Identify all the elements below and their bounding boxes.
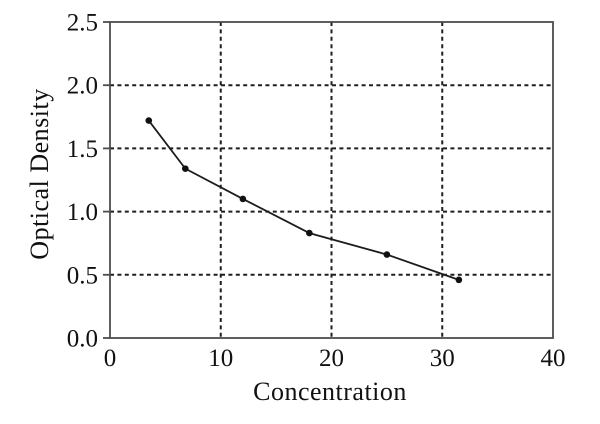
data-point <box>306 229 313 237</box>
data-point <box>455 276 463 284</box>
data-point <box>383 251 391 258</box>
x-tick-label: 30 <box>430 345 455 372</box>
x-tick-label: 0 <box>104 345 117 372</box>
data-point <box>182 165 189 172</box>
plot-border <box>109 21 554 339</box>
y-tick-label: 2.5 <box>67 10 98 37</box>
data-point <box>239 195 247 203</box>
y-tick-label: 0.5 <box>67 262 98 289</box>
x-tick-label: 40 <box>541 345 566 372</box>
x-tick-label: 20 <box>319 345 344 372</box>
y-tick-label: 1.5 <box>67 136 98 163</box>
y-tick-label: 2.0 <box>67 73 98 100</box>
y-tick-label: 1.0 <box>67 199 98 226</box>
data-line <box>148 120 460 281</box>
x-axis-title: Concentration <box>253 377 407 406</box>
y-axis-title: Optical Density <box>25 88 54 260</box>
x-tick-label: 10 <box>208 345 233 372</box>
data-point <box>145 117 153 124</box>
y-tick-label: 0.0 <box>67 326 98 353</box>
